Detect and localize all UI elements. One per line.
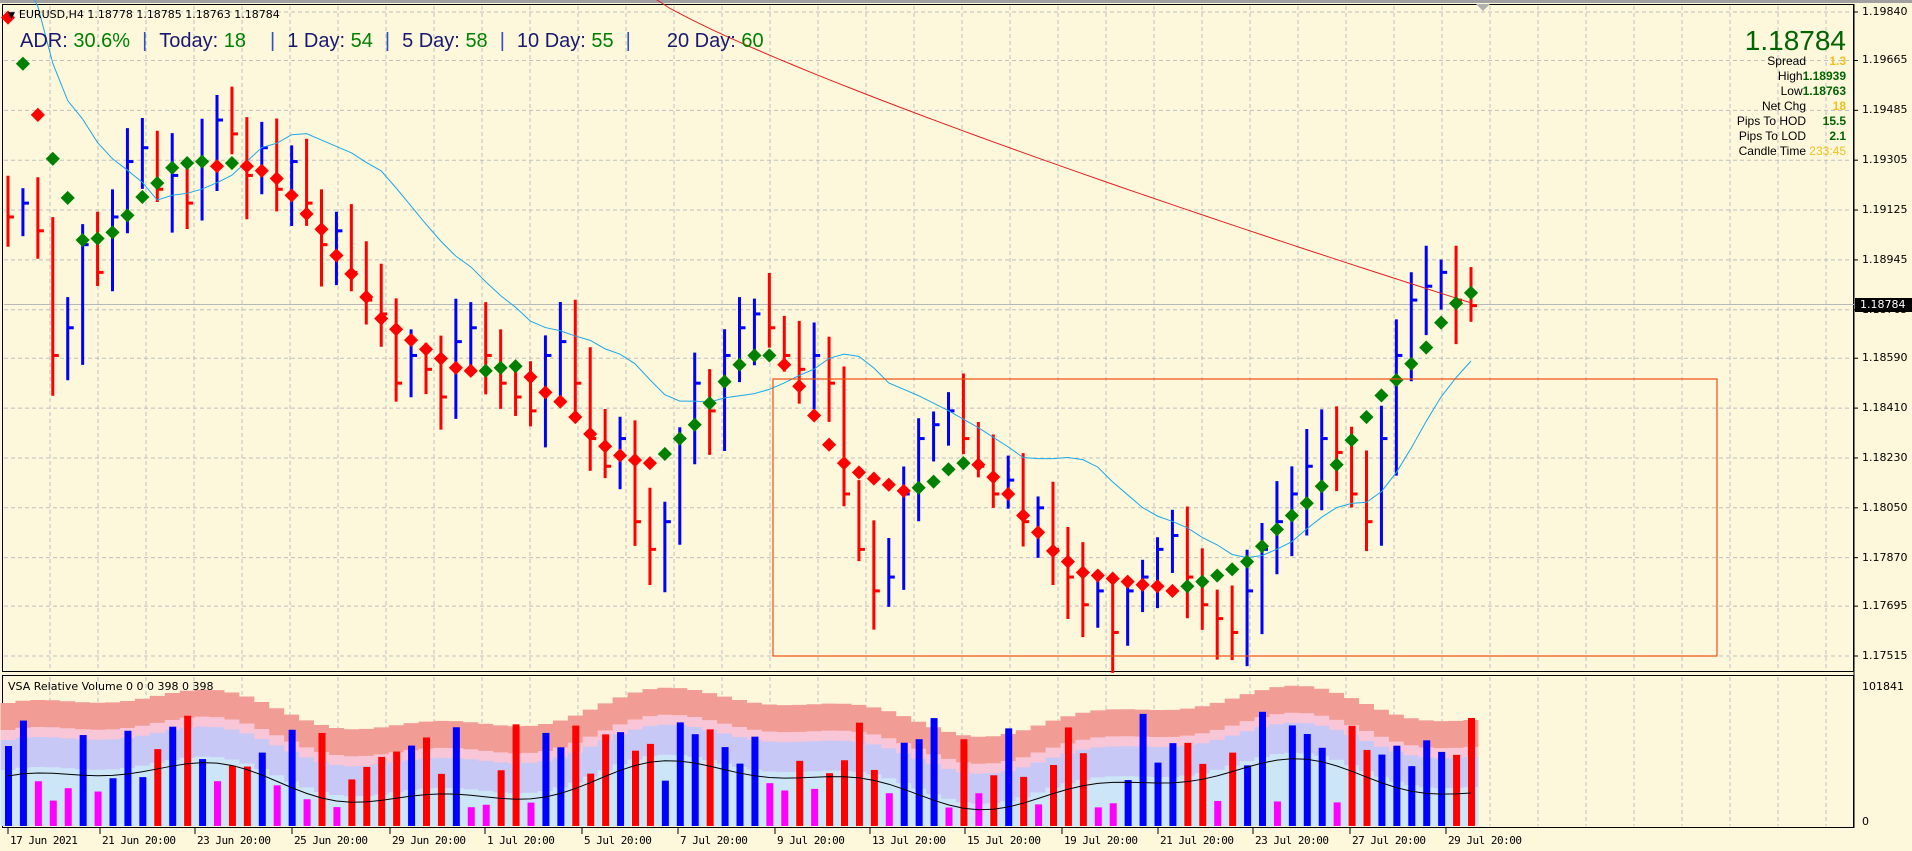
collapse-triangle-icon[interactable]: ▼ xyxy=(8,11,15,21)
separator: | xyxy=(142,30,148,52)
low-value: 1.18763 xyxy=(1802,84,1846,98)
spread-label: Spread xyxy=(1767,54,1806,68)
price-tick-label: 1.19840 xyxy=(1862,5,1908,18)
price-tick-label: 1.17870 xyxy=(1862,550,1908,564)
time-tick-label: 23 Jun 20:00 xyxy=(197,834,271,847)
price-tick-label: 1.19125 xyxy=(1862,203,1908,217)
pips-hod-row: Pips To HOD 15.5 xyxy=(1737,114,1846,129)
separator: | xyxy=(499,30,505,52)
low-label: Low xyxy=(1780,84,1803,98)
time-tick-label: 1 Jul 20:00 xyxy=(487,834,555,847)
candle-time-label: Candle Time xyxy=(1738,144,1806,158)
candle-time-row: Candle Time 233:45 xyxy=(1737,144,1846,159)
time-tick-label: 7 Jul 20:00 xyxy=(680,834,748,847)
netchg-row: Net Chg 18 xyxy=(1737,99,1846,114)
price-tick-label: 1.19665 xyxy=(1862,53,1908,67)
price-tick-label: 1.19485 xyxy=(1862,103,1908,117)
price-tick-label: 1.17695 xyxy=(1862,599,1908,613)
time-tick-label: 15 Jul 20:00 xyxy=(967,834,1041,847)
pips-lod-value: 2.1 xyxy=(1829,129,1846,143)
day1-value: 54 xyxy=(350,30,373,52)
pips-hod-label: Pips To HOD xyxy=(1736,114,1806,128)
price-tick-label: 1.18230 xyxy=(1862,450,1908,464)
symbol-header: ▼ EURUSD,H4 1.18778 1.18785 1.18763 1.187… xyxy=(8,8,280,21)
day10-value: 55 xyxy=(591,30,614,52)
price-tick-label: 1.18050 xyxy=(1862,500,1908,514)
price-info-panel: 1.18784 Spread 1.3 High1.18939 Low1.18763… xyxy=(1737,25,1846,159)
time-tick-label: 21 Jun 20:00 xyxy=(102,834,176,847)
time-tick-label: 23 Jul 20:00 xyxy=(1255,834,1329,847)
price-tick-label: 1.17515 xyxy=(1862,649,1908,662)
time-tick-label: 5 Jul 20:00 xyxy=(584,834,652,847)
candle-time-value: 233:45 xyxy=(1809,144,1846,158)
price-tick-label: 1.19305 xyxy=(1862,153,1908,167)
day1-label: 1 Day: xyxy=(287,30,346,52)
high-value: 1.18939 xyxy=(1802,69,1846,83)
symbol-ohlc-line: EURUSD,H4 1.18778 1.18785 1.18763 1.1878… xyxy=(18,8,280,21)
day5-label: 5 Day: xyxy=(402,30,460,52)
day20-label: 20 Day: xyxy=(666,30,736,52)
day20-value: 60 xyxy=(741,30,764,52)
current-price-tag: 1.18784 xyxy=(1855,297,1912,312)
price-tick-label: 1.18410 xyxy=(1862,401,1908,415)
pips-lod-row: Pips To LOD 2.1 xyxy=(1737,129,1846,144)
separator: | xyxy=(384,30,391,52)
volume-max-label: 101841 xyxy=(1862,680,1904,693)
adr-indicator: ADR: 30.6% | Today: 18 | 1 Day: 54 | 5 Day: 58… xyxy=(20,30,764,53)
time-tick-label: 17 Jun 2021 xyxy=(10,834,78,847)
price-tick-label: 1.18590 xyxy=(1862,351,1908,365)
vsa-volume-title: VSA Relative Volume 0 0 0 398 0 398 xyxy=(8,680,214,693)
netchg-value: 18 xyxy=(1832,99,1846,113)
time-tick-label: 19 Jul 20:00 xyxy=(1064,834,1138,847)
time-tick-label: 25 Jun 20:00 xyxy=(294,834,368,847)
day5-value: 58 xyxy=(465,30,488,52)
low-row: Low1.18763 xyxy=(1737,84,1846,99)
separator: | xyxy=(625,30,631,52)
time-tick-label: 29 Jun 20:00 xyxy=(392,834,466,847)
time-tick-label: 29 Jul 20:00 xyxy=(1448,834,1522,847)
netchg-label: Net Chg xyxy=(1761,99,1806,113)
pips-hod-value: 15.5 xyxy=(1822,114,1846,128)
high-label: High xyxy=(1777,69,1803,83)
volume-min-label: 0 xyxy=(1862,815,1869,828)
high-row: High1.18939 xyxy=(1737,69,1846,84)
adr-label: ADR: xyxy=(20,30,68,52)
time-tick-label: 13 Jul 20:00 xyxy=(872,834,946,847)
pips-lod-label: Pips To LOD xyxy=(1738,129,1806,143)
today-value: 18 xyxy=(223,30,247,52)
time-tick-label: 21 Jul 20:00 xyxy=(1160,834,1234,847)
separator: | xyxy=(270,30,276,52)
time-tick-label: 27 Jul 20:00 xyxy=(1352,834,1426,847)
spread-row: Spread 1.3 xyxy=(1737,54,1846,69)
today-label: Today: xyxy=(159,30,219,52)
time-tick-label: 9 Jul 20:00 xyxy=(777,834,845,847)
window-top-border xyxy=(0,0,1912,3)
day10-label: 10 Day: xyxy=(516,30,586,52)
current-price-big: 1.18784 xyxy=(1744,25,1846,56)
price-tick-label: 1.18945 xyxy=(1862,252,1908,266)
spread-value: 1.3 xyxy=(1829,54,1846,68)
adr-value: 30.6% xyxy=(73,30,131,52)
